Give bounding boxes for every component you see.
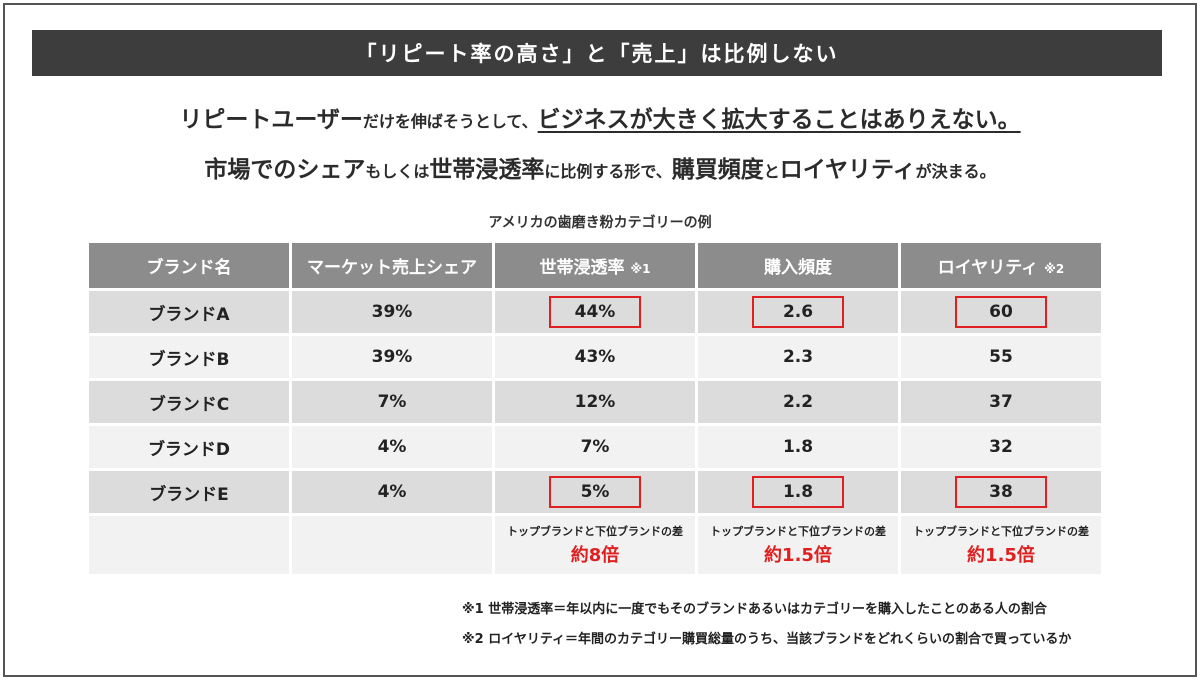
cell-share: 39% — [292, 291, 492, 333]
highlight-box: 2.6 — [752, 296, 844, 328]
lead2-part4: に比例する形で、 — [544, 162, 672, 181]
cell-frequency: 2.2 — [698, 381, 898, 423]
diff-label: トップブランドと下位ブランドの差 — [710, 525, 886, 538]
cell-frequency: 1.8 — [698, 471, 898, 513]
cell-penetration: 5% — [495, 471, 695, 513]
header-frequency: 購入頻度 — [698, 243, 898, 288]
cell-frequency: 2.3 — [698, 336, 898, 378]
header-note-1: ※1 — [630, 262, 651, 276]
header-note-2: ※2 — [1044, 262, 1065, 276]
table-row: ブランドA 39% 44% 2.6 60 — [89, 291, 1101, 333]
diff-empty — [292, 516, 492, 574]
cell-frequency: 2.6 — [698, 291, 898, 333]
diff-value: 約1.5倍 — [967, 545, 1035, 566]
lead2-part6: と — [763, 162, 780, 181]
cell-penetration: 44% — [495, 291, 695, 333]
slide-title: 「リピート率の高さ」と「売上」は比例しない — [32, 30, 1162, 76]
brand-table: ブランド名 マーケット売上シェア 世帯浸透率 ※1 購入頻度 ロイヤリティ ※2 ブ… — [86, 240, 1104, 577]
lead2-part8: が決まる。 — [915, 162, 996, 181]
cell-penetration: 7% — [495, 426, 695, 468]
header-loyalty: ロイヤリティ ※2 — [901, 243, 1101, 288]
cell-loyalty: 55 — [901, 336, 1101, 378]
lead-line-2: 市場でのシェアもしくは世帯浸透率に比例する形で、購買頻度とロイヤリティが決まる。 — [0, 150, 1200, 184]
cell-loyalty: 38 — [901, 471, 1101, 513]
diff-value: 約8倍 — [570, 545, 620, 566]
cell-loyalty: 32 — [901, 426, 1101, 468]
table-row: ブランドC 7% 12% 2.2 37 — [89, 381, 1101, 423]
cell-share: 4% — [292, 471, 492, 513]
cell-share: 39% — [292, 336, 492, 378]
highlight-box: 60 — [955, 296, 1047, 328]
diff-loyalty: トップブランドと下位ブランドの差 約1.5倍 — [901, 516, 1101, 574]
cell-share: 4% — [292, 426, 492, 468]
table-row: ブランドB 39% 43% 2.3 55 — [89, 336, 1101, 378]
footnote-2: ※2 ロイヤリティ＝年間のカテゴリー購買総量のうち、当該ブランドをどれくらいの割… — [462, 632, 1072, 647]
lead2-part3: 世帯浸透率 — [429, 157, 545, 183]
header-brand: ブランド名 — [89, 243, 289, 288]
cell-loyalty: 60 — [901, 291, 1101, 333]
table-header-row: ブランド名 マーケット売上シェア 世帯浸透率 ※1 購入頻度 ロイヤリティ ※2 — [89, 243, 1101, 288]
highlight-box: 44% — [549, 296, 641, 328]
diff-label: トップブランドと下位ブランドの差 — [913, 525, 1089, 538]
lead2-part1: 市場でのシェア — [204, 157, 366, 183]
cell-brand: ブランドE — [89, 471, 289, 513]
table-row: ブランドD 4% 7% 1.8 32 — [89, 426, 1101, 468]
lead1-part2: だけを伸ばそうとして、 — [362, 112, 538, 131]
table-row: ブランドE 4% 5% 1.8 38 — [89, 471, 1101, 513]
cell-brand: ブランドD — [89, 426, 289, 468]
lead1-part1: リピートユーザー — [179, 107, 363, 133]
cell-brand: ブランドC — [89, 381, 289, 423]
header-penetration: 世帯浸透率 ※1 — [495, 243, 695, 288]
table-caption: アメリカの歯磨き粉カテゴリーの例 — [488, 215, 712, 231]
cell-brand: ブランドA — [89, 291, 289, 333]
cell-frequency: 1.8 — [698, 426, 898, 468]
highlight-box: 38 — [955, 476, 1047, 508]
lead-line-1: リピートユーザーだけを伸ばそうとして、ビジネスが大きく拡大することはありえない。 — [0, 100, 1200, 134]
lead2-part7: ロイヤリティ — [779, 157, 916, 183]
cell-loyalty: 37 — [901, 381, 1101, 423]
highlight-box: 1.8 — [752, 476, 844, 508]
diff-penetration: トップブランドと下位ブランドの差 約8倍 — [495, 516, 695, 574]
cell-penetration: 43% — [495, 336, 695, 378]
diff-empty — [89, 516, 289, 574]
diff-value: 約1.5倍 — [764, 545, 832, 566]
header-share: マーケット売上シェア — [292, 243, 492, 288]
footnote-1: ※1 世帯浸透率＝年以内に一度でもそのブランドあるいはカテゴリーを購入したことの… — [462, 602, 1047, 617]
lead2-part5: 購買頻度 — [671, 157, 764, 183]
diff-row: トップブランドと下位ブランドの差 約8倍 トップブランドと下位ブランドの差 約1… — [89, 516, 1101, 574]
cell-brand: ブランドB — [89, 336, 289, 378]
lead2-part2: もしくは — [365, 162, 430, 181]
cell-penetration: 12% — [495, 381, 695, 423]
diff-frequency: トップブランドと下位ブランドの差 約1.5倍 — [698, 516, 898, 574]
diff-label: トップブランドと下位ブランドの差 — [507, 525, 683, 538]
lead1-part3: ビジネスが大きく拡大することはありえない。 — [537, 107, 1021, 133]
cell-share: 7% — [292, 381, 492, 423]
highlight-box: 5% — [549, 476, 641, 508]
